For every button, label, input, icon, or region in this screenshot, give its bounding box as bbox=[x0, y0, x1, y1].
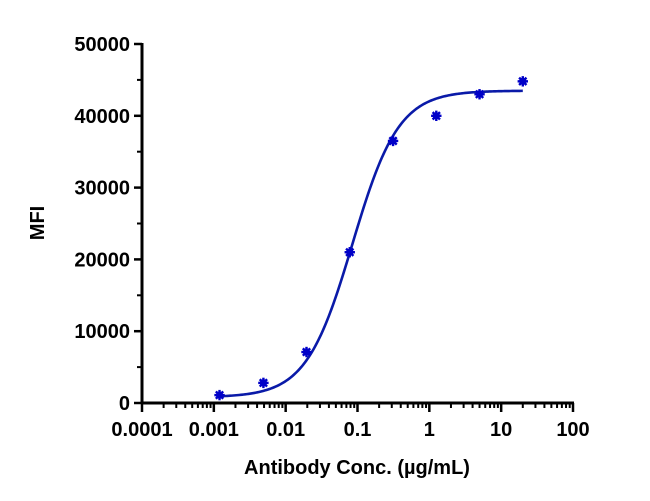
data-point-marker bbox=[214, 389, 225, 401]
data-point-marker bbox=[474, 89, 485, 100]
data-point-marker bbox=[258, 377, 269, 389]
x-axis: 0.0001 0.001 0.01 0.1 1 10 100 bbox=[111, 401, 590, 441]
y-axis: 0 10000 20000 30000 40000 50000 bbox=[74, 34, 144, 415]
x-tick-label: 10 bbox=[490, 419, 512, 441]
x-tick-label: 0.001 bbox=[189, 419, 239, 441]
x-axis-title: Antibody Conc. (µg/mL) bbox=[244, 457, 470, 479]
y-tick-label: 50000 bbox=[74, 34, 130, 56]
data-point-marker bbox=[301, 346, 312, 358]
data-points bbox=[214, 76, 528, 401]
data-point-marker bbox=[431, 110, 442, 121]
data-point-marker bbox=[344, 247, 355, 258]
y-tick-label: 30000 bbox=[74, 178, 130, 200]
x-tick-label: 0.1 bbox=[344, 419, 372, 441]
x-tick-label: 0.01 bbox=[266, 419, 305, 441]
y-tick-label: 20000 bbox=[74, 249, 130, 271]
fit-curve bbox=[219, 89, 523, 398]
x-tick-label: 0.0001 bbox=[111, 419, 172, 441]
data-point-marker bbox=[517, 76, 528, 87]
x-tick-label: 100 bbox=[556, 419, 589, 441]
y-tick-label: 10000 bbox=[74, 321, 130, 343]
y-tick-label: 0 bbox=[119, 393, 130, 415]
x-tick-label: 1 bbox=[424, 419, 435, 441]
data-point-marker bbox=[387, 135, 399, 147]
y-axis-title: MFI bbox=[27, 206, 49, 240]
y-tick-label: 40000 bbox=[74, 106, 130, 128]
